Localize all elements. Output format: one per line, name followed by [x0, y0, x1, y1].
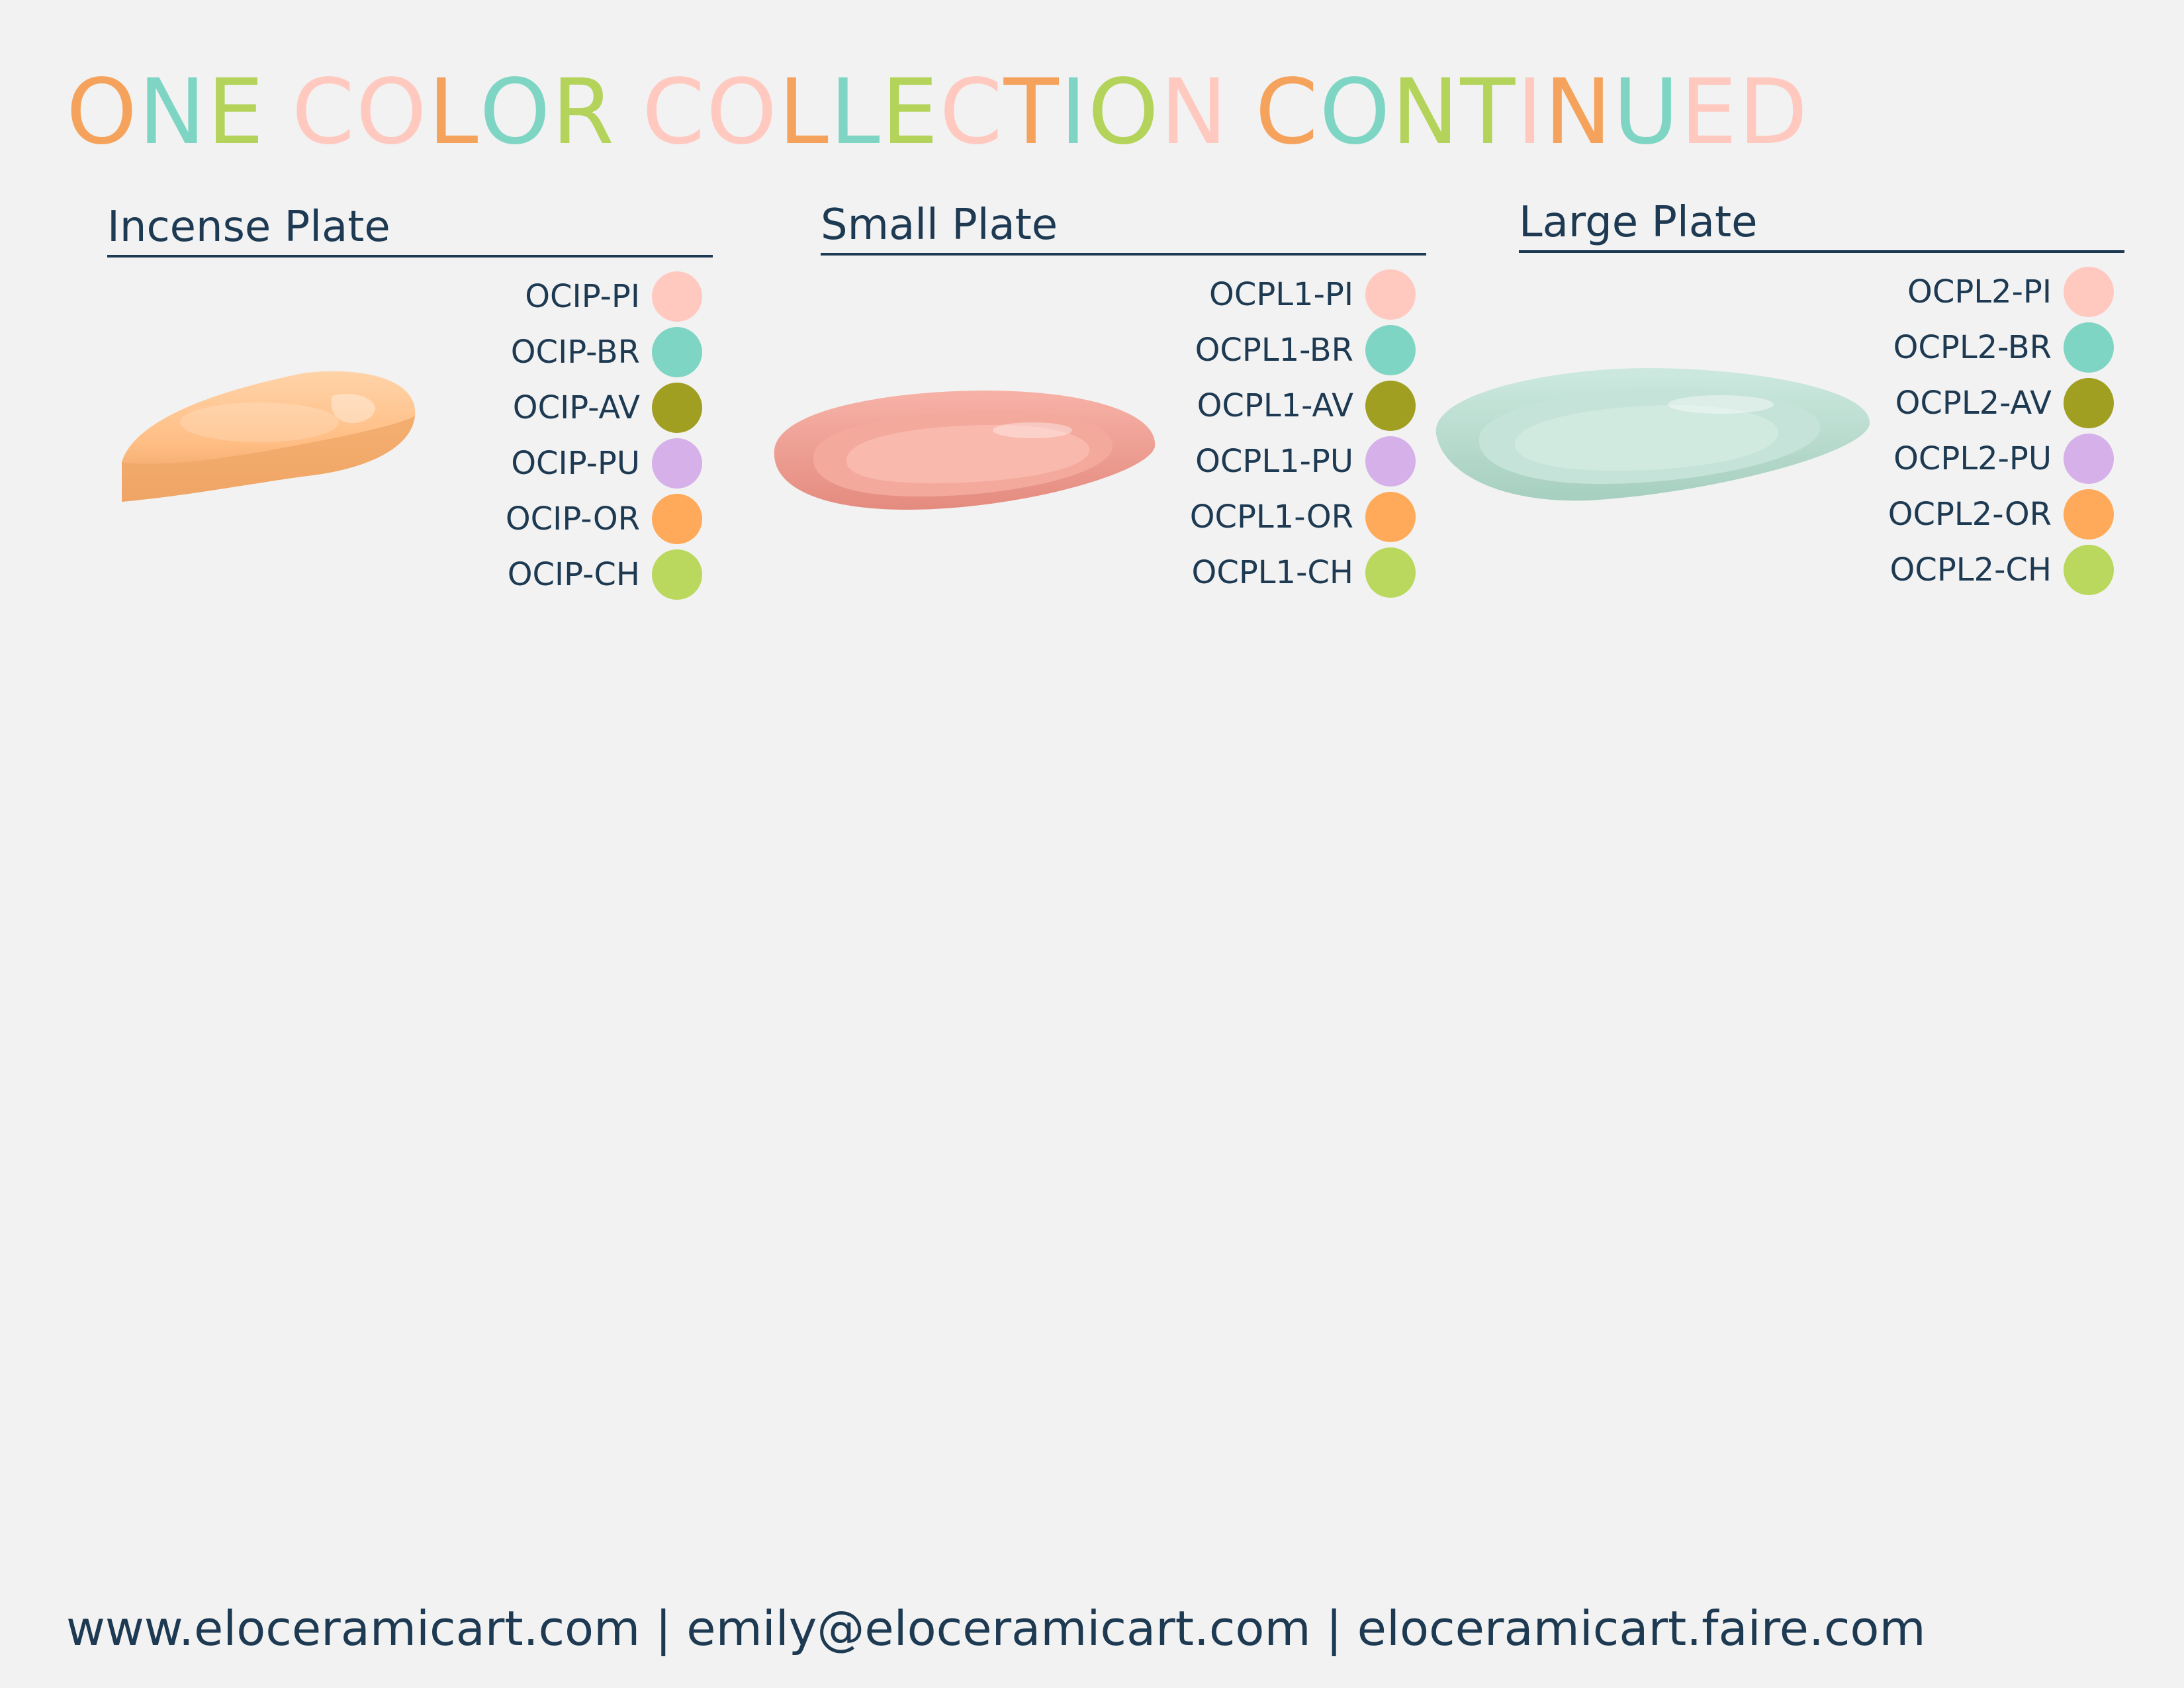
incense-plate-image — [122, 371, 416, 502]
sku-row: OCPL2-PU — [1519, 433, 2124, 485]
section-divider — [821, 253, 1426, 256]
sku-row: OCPL1-AV — [821, 380, 1426, 432]
title-letter: O — [706, 60, 779, 165]
section-small-plate: Small Plate OCPL1-PI OCPL1-BR OCPL1-AV OCPL… — [774, 199, 1426, 622]
sku-row: OCIP-BR — [107, 326, 713, 378]
title-letter: E — [206, 60, 265, 165]
color-swatch — [2064, 434, 2114, 484]
sku-row: OCPL1-CH — [821, 547, 1426, 598]
sku-code: OCPL2-CH — [1889, 551, 2052, 588]
color-swatch — [652, 494, 702, 544]
title-letter: C — [642, 60, 707, 165]
title-letter: O — [66, 60, 139, 165]
sku-row: OCIP-OR — [107, 493, 713, 545]
color-swatch — [2064, 267, 2114, 317]
sku-row: OCIP-AV — [107, 382, 713, 434]
sku-code: OCPL2-PU — [1893, 440, 2052, 477]
sku-row: OCIP-PU — [107, 438, 713, 489]
title-letter: C — [1255, 60, 1320, 165]
color-swatch — [1365, 492, 1416, 542]
title-letter: L — [428, 60, 480, 165]
sku-code: OCPL2-AV — [1895, 385, 2052, 422]
sku-code: OCPL2-OR — [1888, 496, 2052, 533]
sku-code: OCIP-AV — [512, 389, 640, 426]
section-incense-plate: Incense Plate OCIP-PI OCIP-BR OCIP-AV OCIP-… — [107, 201, 713, 624]
title-letter: N — [1391, 60, 1461, 165]
sku-code: OCIP-BR — [510, 334, 640, 371]
footer-contact: www.eloceramicart.com | emily@eloceramic… — [66, 1601, 1926, 1656]
section-divider — [107, 255, 713, 258]
title-letter: R — [551, 60, 616, 165]
color-swatch — [1365, 436, 1416, 487]
color-swatch — [652, 549, 702, 600]
title-letter: L — [778, 60, 830, 165]
color-swatch — [2064, 489, 2114, 539]
title-letter: T — [1003, 60, 1060, 165]
sku-code: OCIP-PU — [511, 445, 640, 482]
section-title: Small Plate — [821, 201, 1058, 250]
title-letter: N — [1160, 60, 1229, 165]
title-letter: U — [1613, 60, 1680, 165]
color-swatch — [1365, 269, 1416, 320]
title-letter: N — [138, 60, 207, 165]
title-letter: O — [1319, 60, 1392, 165]
sku-row: OCIP-CH — [107, 549, 713, 600]
sku-row: OCPL1-OR — [821, 491, 1426, 543]
title-letter: N — [1544, 60, 1614, 165]
large-plate-image — [1435, 368, 1870, 501]
sku-code: OCIP-OR — [505, 500, 640, 538]
title-letter: E — [1680, 60, 1739, 165]
small-plate-image — [774, 391, 1156, 510]
title-letter: C — [939, 60, 1004, 165]
sku-code: OCPL2-PI — [1907, 273, 2052, 310]
color-swatch — [652, 327, 702, 377]
sku-row: OCIP-PI — [107, 271, 713, 322]
sku-row: OCPL1-PU — [821, 436, 1426, 487]
sku-row: OCPL2-AV — [1519, 377, 2124, 429]
sku-row: OCPL2-OR — [1519, 489, 2124, 540]
sku-row: OCPL1-PI — [821, 269, 1426, 320]
page-title: ONE COLOR COLLECTION CONTINUED — [66, 53, 1809, 172]
color-swatch — [1365, 547, 1416, 598]
title-letter: I — [1516, 60, 1545, 165]
sku-code: OCPL1-OR — [1189, 498, 1353, 536]
title-letter: C — [291, 60, 356, 165]
sku-code: OCPL1-CH — [1191, 554, 1353, 591]
title-letter: E — [881, 60, 940, 165]
title-letter: O — [1087, 60, 1160, 165]
color-swatch — [652, 271, 702, 322]
color-swatch — [652, 383, 702, 433]
title-letter: I — [1060, 60, 1088, 165]
title-letter: O — [479, 60, 552, 165]
title-letter — [1229, 53, 1255, 172]
section-divider — [1519, 250, 2124, 253]
sku-code: OCPL1-BR — [1195, 332, 1353, 369]
sku-code: OCPL1-PI — [1209, 276, 1353, 313]
title-letter: D — [1738, 60, 1809, 165]
title-letter — [615, 53, 642, 172]
color-swatch — [1365, 325, 1416, 375]
color-swatch — [2064, 322, 2114, 373]
title-letter: T — [1460, 60, 1517, 165]
sku-code: OCPL1-PU — [1195, 443, 1353, 480]
sku-code: OCPL2-BR — [1893, 329, 2052, 366]
sku-row: OCPL2-CH — [1519, 544, 2124, 596]
title-letter: O — [355, 60, 428, 165]
color-swatch — [1365, 381, 1416, 431]
section-title: Incense Plate — [107, 203, 390, 252]
color-swatch — [2064, 378, 2114, 428]
section-large-plate: Large Plate OCPL2-PI OCPL2-BR OCPL2-AV OCPL… — [1435, 196, 2124, 620]
sku-code: OCIP-PI — [525, 278, 640, 315]
sku-row: OCPL2-BR — [1519, 322, 2124, 373]
color-swatch — [652, 438, 702, 489]
title-letter: L — [829, 60, 882, 165]
sku-row: OCPL1-BR — [821, 324, 1426, 376]
title-letter — [265, 53, 292, 172]
sku-code: OCIP-CH — [507, 556, 640, 593]
sku-row: OCPL2-PI — [1519, 266, 2124, 318]
section-title: Large Plate — [1519, 198, 1758, 247]
sku-code: OCPL1-AV — [1197, 387, 1353, 424]
color-swatch — [2064, 545, 2114, 595]
